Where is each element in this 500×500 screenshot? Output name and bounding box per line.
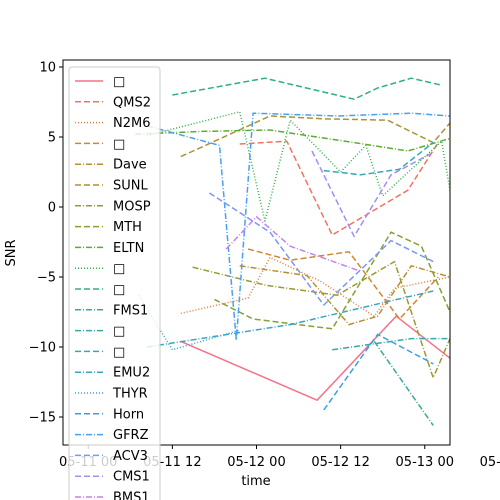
legend-label-5: SUNL xyxy=(113,179,148,194)
x-tick-label-5: 05-13 12 xyxy=(480,455,500,470)
legend-label-0: □ xyxy=(113,75,125,90)
y-axis: −15 −10 −5 0 5 10 xyxy=(29,61,63,426)
legend-label-9: □ xyxy=(113,262,125,277)
series-line-19 xyxy=(311,150,434,238)
legend-label-19: CMS1 xyxy=(113,470,150,485)
series-line-5 xyxy=(180,115,450,158)
legend-label-13: □ xyxy=(113,345,125,360)
series-line-18 xyxy=(208,192,434,306)
y-tick-label-0: −15 xyxy=(29,411,56,426)
legend-label-11: FMS1 xyxy=(113,303,148,318)
series-line-7 xyxy=(214,231,450,330)
series-line-10 xyxy=(172,77,442,100)
legend: □ QMS2 N2M6 □ Dave SUNL MOSP MTH ELTN □ □ FMS1 □ □ EMU… xyxy=(68,66,161,500)
series-line-20 xyxy=(225,216,362,273)
y-tick-label-3: 0 xyxy=(48,201,56,216)
series-line-6 xyxy=(192,260,450,379)
series-line-12 xyxy=(332,337,450,351)
x-tick-label-4: 05-13 00 xyxy=(396,455,454,470)
y-tick-label-2: −5 xyxy=(37,271,56,286)
series-line-4 xyxy=(239,265,450,326)
series-line-9 xyxy=(146,111,450,222)
series-line-3 xyxy=(247,248,439,320)
legend-label-20: BMS1 xyxy=(113,491,150,500)
series-line-1 xyxy=(239,140,439,236)
series-line-16 xyxy=(323,333,434,411)
legend-label-16: Horn xyxy=(113,407,144,422)
legend-label-12: □ xyxy=(113,324,125,339)
y-tick-label-1: −10 xyxy=(29,341,56,356)
series-line-13 xyxy=(323,142,434,176)
legend-label-1: QMS2 xyxy=(113,95,151,110)
legend-label-14: EMU2 xyxy=(113,366,150,381)
x-axis-label: time xyxy=(241,474,270,489)
series-line-11 xyxy=(373,340,434,426)
legend-label-4: Dave xyxy=(113,158,147,173)
legend-label-18: ACV3 xyxy=(113,449,148,464)
legend-label-8: ELTN xyxy=(113,241,144,256)
legend-box xyxy=(68,66,161,500)
legend-label-7: MTH xyxy=(113,220,142,235)
legend-label-17: GFRZ xyxy=(113,428,149,443)
series-group xyxy=(135,77,450,426)
legend-label-15: THYR xyxy=(112,387,148,402)
series-line-2 xyxy=(180,256,450,317)
x-tick-label-3: 05-12 12 xyxy=(311,455,369,470)
legend-label-10: □ xyxy=(113,283,125,298)
y-axis-label: SNR xyxy=(4,239,19,266)
legend-label-6: MOSP xyxy=(113,199,151,214)
legend-label-3: □ xyxy=(113,137,125,152)
y-tick-label-4: 5 xyxy=(48,131,56,146)
series-line-0 xyxy=(180,315,450,401)
series-line-17 xyxy=(146,112,450,341)
y-tick-label-5: 10 xyxy=(39,61,56,76)
series-line-8 xyxy=(135,129,450,152)
legend-label-2: N2M6 xyxy=(113,116,150,131)
x-tick-label-2: 05-12 00 xyxy=(227,455,285,470)
